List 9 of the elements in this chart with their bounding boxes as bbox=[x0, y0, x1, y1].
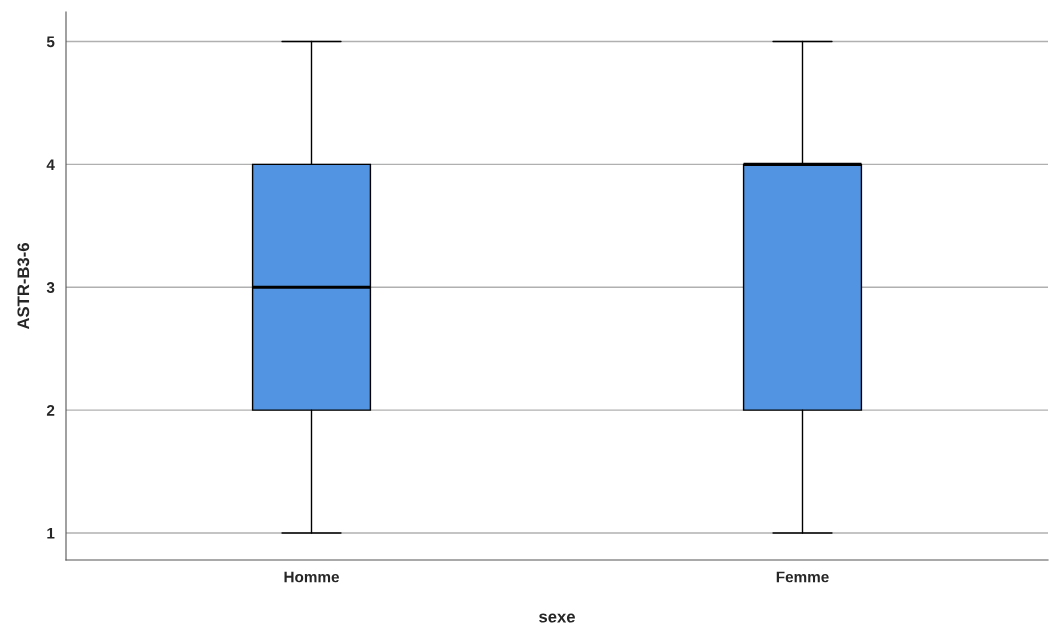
x-tick-label: Femme bbox=[776, 571, 829, 583]
y-tick-label: 4 bbox=[46, 159, 55, 170]
y-tick-label: 5 bbox=[46, 36, 55, 48]
y-tick-label: 1 bbox=[47, 527, 55, 539]
y-tick-label: 2 bbox=[46, 404, 55, 416]
x-axis-title: sexe bbox=[539, 613, 575, 623]
y-tick-label: 3 bbox=[46, 282, 55, 293]
y-axis-title: ASTR-B3-6 bbox=[17, 243, 30, 330]
x-tick-label: Homme bbox=[284, 571, 339, 583]
